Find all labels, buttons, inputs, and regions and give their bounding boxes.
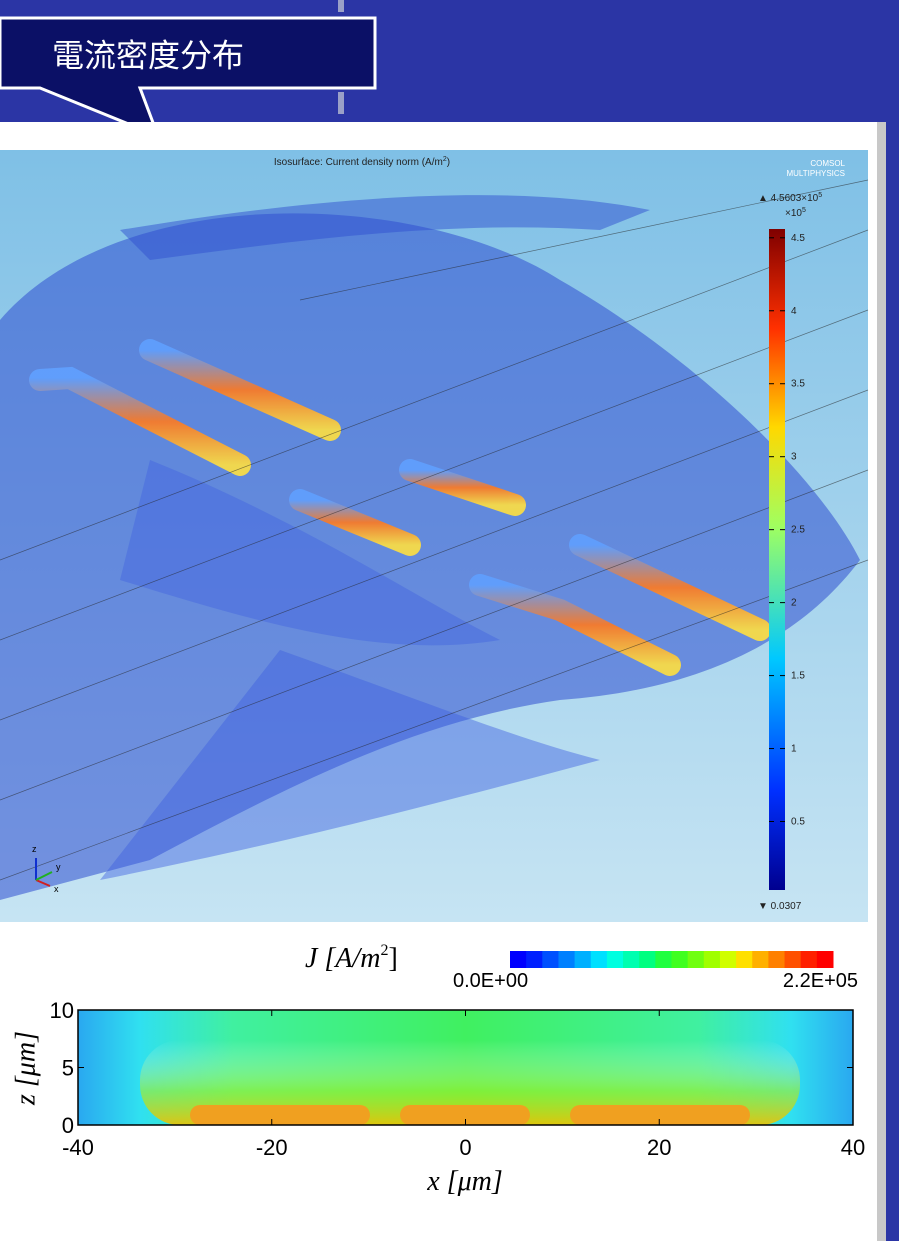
colorbar-max: ▲ 4.5603×105: [758, 192, 822, 204]
colorbar-max-exp: 5: [818, 192, 822, 199]
heatmap-hot: [190, 1105, 750, 1125]
x-axis-label: x [μm]: [426, 1166, 503, 1197]
colorbar2-step: [558, 951, 575, 968]
y-axis-label: z [μm]: [10, 1031, 41, 1106]
y-tick-label: 5: [62, 1056, 74, 1081]
colorbar-tick-label: 1.5: [791, 671, 805, 682]
logo: MULTIPHYSICS: [786, 169, 845, 178]
colorbar2-step: [768, 951, 785, 968]
render-title-text: Isosurface: Current density norm (A/m: [274, 157, 443, 168]
colorbar2-title-end: ]: [388, 943, 397, 974]
panel-edge: [877, 122, 886, 1241]
triad-label: z: [32, 844, 37, 854]
colorbar: [769, 229, 785, 890]
colorbar2-step: [591, 951, 608, 968]
colorbar2-step: [542, 951, 559, 968]
colorbar-min: ▼ 0.0307: [758, 901, 802, 912]
decor: [338, 92, 344, 114]
colorbar2-step: [720, 951, 737, 968]
page: 電流密度分布 Isosurface: Current density norm …: [0, 0, 899, 1241]
colorbar-tick-label: 3: [791, 452, 797, 463]
colorbar2-step: [704, 951, 721, 968]
colorbar-scale-text: ×10: [785, 208, 802, 219]
x-tick-label: -40: [62, 1135, 94, 1160]
colorbar2-step: [752, 951, 769, 968]
colorbar2-step: [510, 951, 527, 968]
colorbar2-step: [607, 951, 624, 968]
colorbar2: [510, 951, 834, 968]
colorbar2-title-text: J [A/m: [305, 943, 380, 974]
colorbar2-label: 0.0E+00: [453, 970, 528, 992]
logo: COMSOL: [810, 159, 845, 168]
render-title: Isosurface: Current density norm (A/m2): [274, 156, 450, 168]
y-tick-label: 10: [50, 998, 74, 1023]
colorbar2-step: [526, 951, 543, 968]
colorbar2-step: [817, 951, 834, 968]
y-tick-label: 0: [62, 1113, 74, 1138]
colorbar-tick-label: 0.5: [791, 817, 805, 828]
triad-label: x: [54, 884, 59, 894]
colorbar2-step: [672, 951, 689, 968]
colorbar-scale-exp: 5: [802, 207, 806, 214]
colorbar2-step: [801, 951, 818, 968]
colorbar2-step: [655, 951, 672, 968]
colorbar-tick-label: 3.5: [791, 379, 805, 390]
decor: [338, 0, 344, 12]
slide: 電流密度分布 Isosurface: Current density norm …: [0, 0, 899, 1241]
colorbar-tick-label: 4: [791, 306, 797, 317]
colorbar2-step: [688, 951, 705, 968]
colorbar-tick-label: 2: [791, 598, 797, 609]
colorbar2-step: [785, 951, 802, 968]
colorbar2-step: [639, 951, 656, 968]
render-title-end: ): [447, 157, 450, 168]
callout-title: 電流密度分布: [52, 37, 244, 73]
colorbar-tick-label: 2.5: [791, 525, 805, 536]
x-tick-label: 20: [647, 1135, 671, 1160]
x-tick-label: 40: [841, 1135, 865, 1160]
colorbar2-step: [736, 951, 753, 968]
colorbar-tick-label: 4.5: [791, 233, 805, 244]
x-tick-label: 0: [459, 1135, 471, 1160]
colorbar-max-text: ▲ 4.5603×10: [758, 193, 819, 204]
triad-label: y: [56, 862, 61, 872]
colorbar2-label: 2.2E+05: [783, 970, 858, 992]
colorbar2-title-sup: 2: [380, 942, 388, 959]
x-tick-label: -20: [256, 1135, 288, 1160]
colorbar-tick-label: 1: [791, 744, 797, 755]
colorbar2-step: [575, 951, 592, 968]
colorbar2-step: [623, 951, 640, 968]
